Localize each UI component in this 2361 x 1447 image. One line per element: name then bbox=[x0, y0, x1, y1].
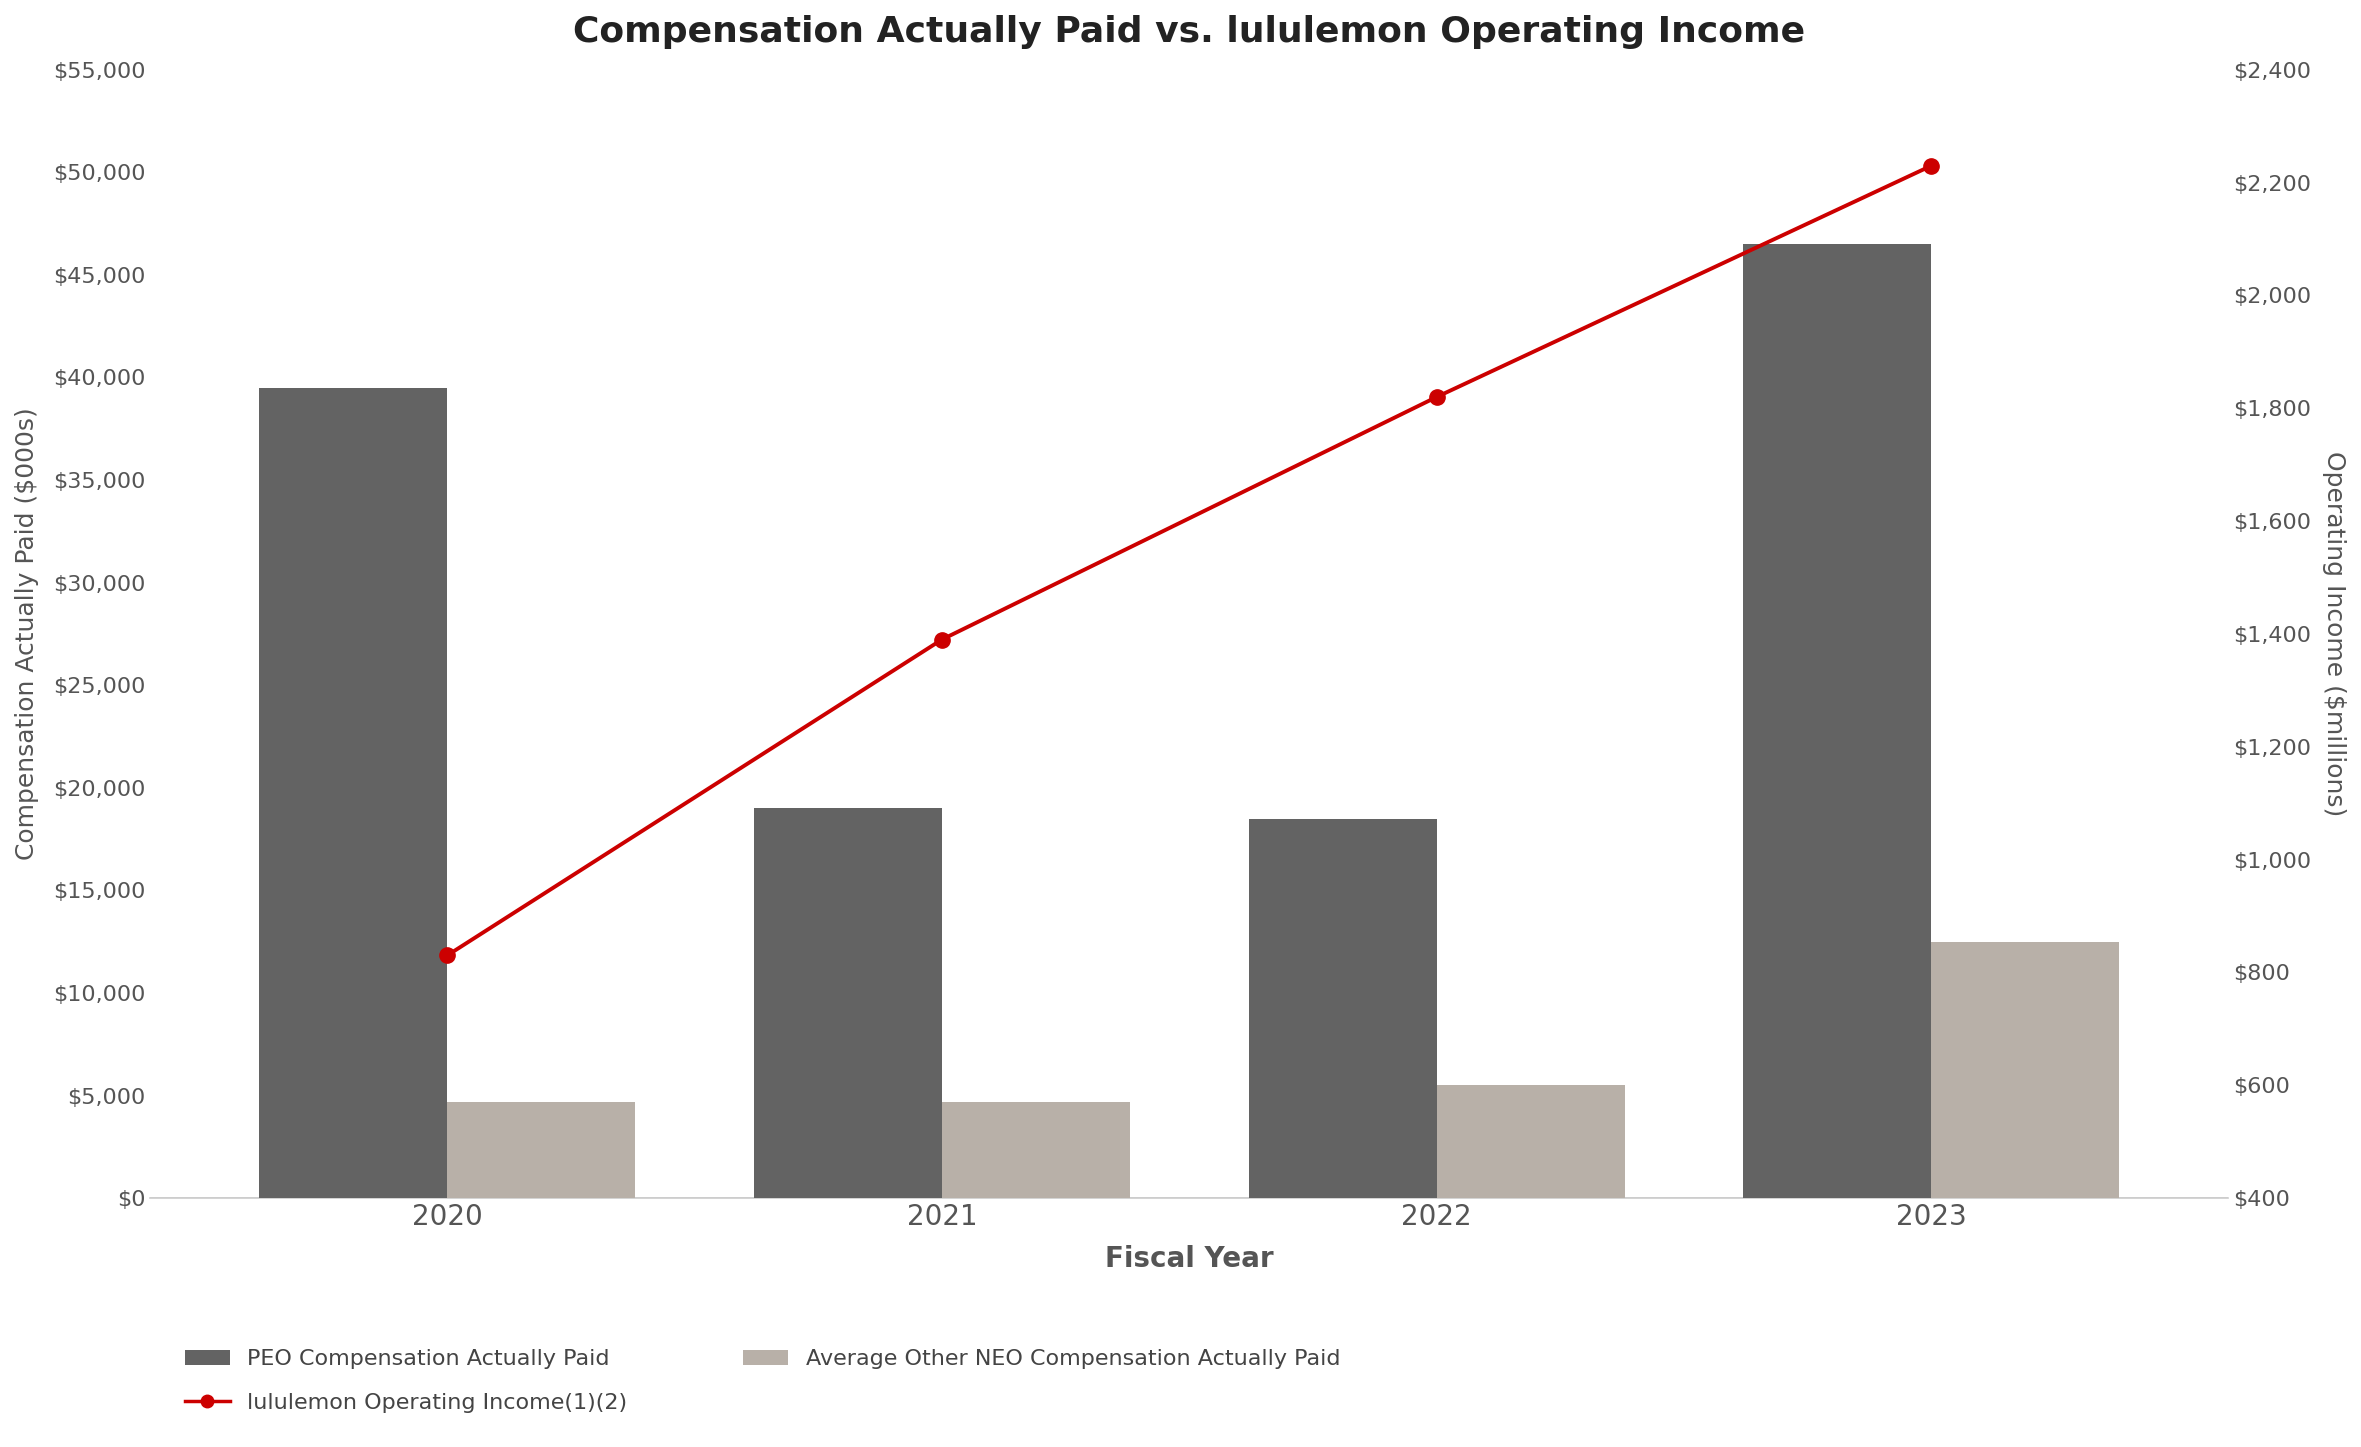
Bar bbox=[753, 809, 942, 1198]
Title: Compensation Actually Paid vs. lululemon Operating Income: Compensation Actually Paid vs. lululemon… bbox=[574, 14, 1806, 49]
lululemon Operating Income bbox=[432, 946, 460, 964]
lululemon Operating Income bbox=[928, 631, 956, 648]
Line: lululemon Operating Income: lululemon Operating Income bbox=[439, 158, 1938, 964]
lululemon Operating Income bbox=[1917, 158, 1945, 175]
Y-axis label: Operating Income ($millions): Operating Income ($millions) bbox=[2321, 451, 2347, 816]
Bar bbox=[1249, 819, 1435, 1198]
lululemon Operating Income bbox=[1421, 388, 1450, 405]
Bar bbox=[942, 1101, 1131, 1198]
Bar bbox=[1931, 942, 2120, 1198]
Bar bbox=[260, 388, 446, 1198]
Y-axis label: Compensation Actually Paid ($000s): Compensation Actually Paid ($000s) bbox=[14, 408, 40, 861]
X-axis label: Fiscal Year: Fiscal Year bbox=[1105, 1244, 1273, 1273]
Bar bbox=[1435, 1085, 1624, 1198]
Bar bbox=[446, 1101, 635, 1198]
Legend: PEO Compensation Actually Paid, Average Other NEO Compensation Actually Paid: PEO Compensation Actually Paid, Average … bbox=[177, 1340, 1348, 1378]
Bar bbox=[1742, 245, 1931, 1198]
Legend: lululemon Operating Income(1)(2): lululemon Operating Income(1)(2) bbox=[177, 1383, 637, 1421]
